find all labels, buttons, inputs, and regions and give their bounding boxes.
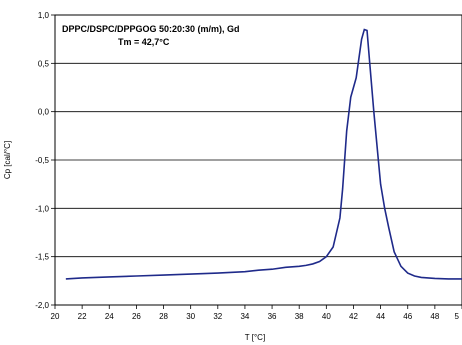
y-tick-label-6: 1,0: [38, 11, 50, 20]
y-tick-label-2: -1,0: [35, 204, 49, 213]
x-tick-label-15: 5: [455, 312, 460, 321]
y-tick-label-5: 0,5: [38, 59, 50, 68]
annotation-line-1: DPPC/DSPC/DPPGOG 50:20:30 (m/m), Gd: [62, 24, 240, 34]
x-tick-label-8: 36: [268, 312, 277, 321]
x-tick-label-2: 24: [105, 312, 114, 321]
y-tick-label-3: -0,5: [35, 156, 49, 165]
x-tick-label-3: 26: [132, 312, 141, 321]
x-tick-label-13: 46: [403, 312, 412, 321]
x-tick-label-0: 20: [51, 312, 60, 321]
y-axis: -2,0 -1,5 -1,0 -0,5 0,0 0,5 1,0: [35, 11, 55, 310]
y-tick-label-1: -1,5: [35, 253, 49, 262]
x-tick-label-7: 34: [240, 312, 249, 321]
x-tick-label-11: 42: [349, 312, 358, 321]
x-tick-label-10: 40: [322, 312, 331, 321]
x-axis-title: T [°C]: [245, 333, 265, 342]
horizontal-gridlines: [55, 14, 462, 306]
annotation-line-2: Tm = 42,7°C: [118, 37, 170, 47]
x-tick-label-14: 48: [430, 312, 439, 321]
x-tick-label-1: 22: [78, 312, 87, 321]
y-axis-title: Cp [cal/°C]: [3, 141, 12, 179]
x-tick-label-9: 38: [295, 312, 304, 321]
x-tick-label-6: 32: [213, 312, 222, 321]
cp-curve-line: [65, 28, 462, 280]
x-tick-label-12: 44: [376, 312, 385, 321]
y-tick-label-4: 0,0: [38, 108, 50, 117]
x-tick-label-4: 28: [159, 312, 168, 321]
x-axis: 20 22 24 26 28 30 32 34 36 38 40 42 44 46 48 5: [51, 305, 462, 321]
x-tick-label-5: 30: [186, 312, 195, 321]
y-tick-label-0: -2,0: [35, 301, 49, 310]
